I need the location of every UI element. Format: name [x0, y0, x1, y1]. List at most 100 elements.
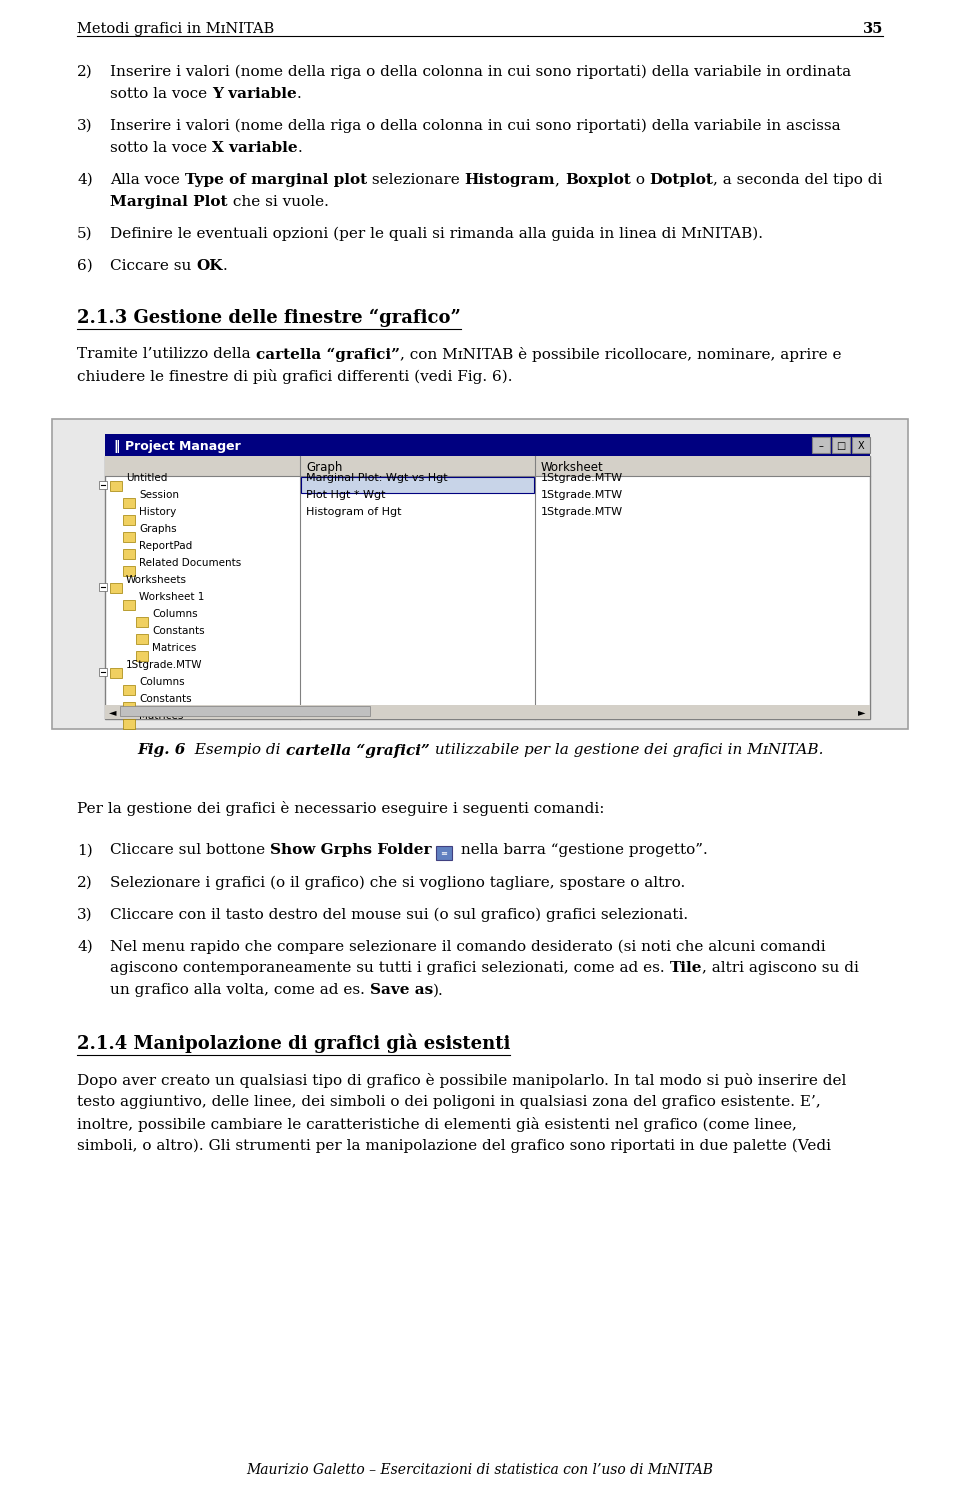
Text: 1Stgrade.MTW: 1Stgrade.MTW — [541, 508, 623, 517]
Text: 2): 2) — [77, 65, 93, 79]
FancyBboxPatch shape — [136, 634, 148, 644]
Text: □: □ — [836, 441, 846, 451]
Text: 35: 35 — [863, 22, 883, 36]
FancyBboxPatch shape — [110, 584, 122, 594]
Text: History: History — [139, 508, 177, 517]
Text: ►: ► — [858, 707, 866, 717]
Text: 6): 6) — [77, 258, 93, 273]
Text: OK: OK — [196, 258, 223, 273]
Text: Selezionare i grafici (o il grafico) che si vogliono tagliare, spostare o altro.: Selezionare i grafici (o il grafico) che… — [110, 875, 685, 890]
FancyBboxPatch shape — [99, 668, 107, 676]
Text: Worksheets: Worksheets — [126, 575, 187, 585]
Text: Maurizio Galetto – Esercitazioni di statistica con l’uso di MɪNITAB: Maurizio Galetto – Esercitazioni di stat… — [247, 1463, 713, 1478]
Text: o: o — [631, 172, 650, 187]
Text: ReportPad: ReportPad — [139, 542, 192, 551]
Text: Tramite l’utilizzo della: Tramite l’utilizzo della — [77, 347, 255, 361]
Text: Tile: Tile — [669, 961, 702, 976]
Text: inoltre, possibile cambiare le caratteristiche di elementi già esistenti nel gra: inoltre, possibile cambiare le caratteri… — [77, 1117, 797, 1132]
FancyBboxPatch shape — [105, 705, 870, 719]
Text: Inserire i valori (nome della riga o della colonna in cui sono riportati) della : Inserire i valori (nome della riga o del… — [110, 65, 852, 79]
Text: Worksheet 1: Worksheet 1 — [139, 593, 204, 603]
FancyBboxPatch shape — [52, 419, 908, 729]
FancyBboxPatch shape — [120, 707, 370, 716]
Text: un grafico alla volta, come ad es.: un grafico alla volta, come ad es. — [110, 983, 370, 998]
FancyBboxPatch shape — [136, 652, 148, 661]
FancyBboxPatch shape — [99, 584, 107, 591]
FancyBboxPatch shape — [123, 686, 135, 695]
FancyBboxPatch shape — [832, 438, 850, 453]
FancyBboxPatch shape — [105, 456, 870, 719]
Text: 2.1.3 Gestione delle finestre “grafico”: 2.1.3 Gestione delle finestre “grafico” — [77, 309, 461, 327]
Text: .: . — [223, 258, 228, 273]
Text: Definire le eventuali opzioni (per le quali si rimanda alla guida in linea di Mɪ: Definire le eventuali opzioni (per le qu… — [110, 227, 763, 242]
Text: Untitled: Untitled — [126, 474, 167, 483]
Text: Session: Session — [139, 490, 179, 500]
Text: Cliccare sul bottone: Cliccare sul bottone — [110, 843, 270, 857]
Text: Matrices: Matrices — [139, 711, 183, 722]
Text: Histogram: Histogram — [465, 172, 555, 187]
Text: 2.1.4 Manipolazione di grafici già esistenti: 2.1.4 Manipolazione di grafici già esist… — [77, 1034, 511, 1053]
FancyBboxPatch shape — [136, 618, 148, 627]
Text: Constants: Constants — [152, 627, 204, 637]
Text: ◄: ◄ — [109, 707, 117, 717]
FancyBboxPatch shape — [812, 438, 830, 453]
Text: Dotplot: Dotplot — [650, 172, 713, 187]
Text: Marginal Plot: Marginal Plot — [110, 195, 228, 209]
FancyBboxPatch shape — [123, 549, 135, 560]
Text: 3): 3) — [77, 119, 92, 134]
Text: Boxplot: Boxplot — [564, 172, 631, 187]
Text: Project Manager: Project Manager — [125, 440, 241, 453]
Text: Type of marginal plot: Type of marginal plot — [184, 172, 367, 187]
Text: che si vuole.: che si vuole. — [228, 195, 328, 209]
Text: , con MɪNITAB è possibile ricollocare, nominare, aprire e: , con MɪNITAB è possibile ricollocare, n… — [399, 347, 841, 362]
FancyBboxPatch shape — [123, 702, 135, 713]
Text: 1Stgrade.MTW: 1Stgrade.MTW — [541, 474, 623, 483]
Text: , a seconda del tipo di: , a seconda del tipo di — [713, 172, 883, 187]
Text: X: X — [857, 441, 864, 451]
Text: Columns: Columns — [139, 677, 184, 688]
Text: chiudere le finestre di più grafici differenti (vedi Fig. 6).: chiudere le finestre di più grafici diff… — [77, 370, 513, 385]
Text: 1Stgrade.MTW: 1Stgrade.MTW — [541, 490, 623, 500]
FancyBboxPatch shape — [123, 566, 135, 576]
Text: sotto la voce: sotto la voce — [110, 141, 212, 154]
Text: .: . — [297, 88, 301, 101]
FancyBboxPatch shape — [123, 600, 135, 610]
Text: Y variable: Y variable — [212, 88, 297, 101]
Text: Matrices: Matrices — [152, 643, 197, 653]
Text: Columns: Columns — [152, 609, 198, 619]
Text: Save as: Save as — [370, 983, 433, 998]
Text: nella barra “gestione progetto”.: nella barra “gestione progetto”. — [455, 843, 708, 857]
Text: Per la gestione dei grafici è necessario eseguire i seguenti comandi:: Per la gestione dei grafici è necessario… — [77, 802, 605, 817]
Text: 4): 4) — [77, 940, 93, 953]
Text: ,: , — [555, 172, 564, 187]
Text: ).: ). — [433, 983, 444, 998]
Text: Cliccare con il tasto destro del mouse sui (o sul grafico) grafici selezionati.: Cliccare con il tasto destro del mouse s… — [110, 907, 688, 922]
Text: Fig. 6: Fig. 6 — [137, 744, 185, 757]
Text: agiscono contemporaneamente su tutti i grafici selezionati, come ad es.: agiscono contemporaneamente su tutti i g… — [110, 961, 669, 976]
Text: Ciccare su: Ciccare su — [110, 258, 196, 273]
FancyBboxPatch shape — [110, 481, 122, 492]
Text: utilizzabile per la gestione dei grafici in MɪNITAB.: utilizzabile per la gestione dei grafici… — [429, 744, 823, 757]
FancyBboxPatch shape — [123, 515, 135, 526]
FancyBboxPatch shape — [436, 846, 451, 860]
Text: 2): 2) — [77, 875, 93, 890]
Text: Metodi grafici in MɪNITAB: Metodi grafici in MɪNITAB — [77, 22, 275, 36]
Text: Graphs: Graphs — [139, 524, 177, 535]
FancyBboxPatch shape — [852, 438, 870, 453]
FancyBboxPatch shape — [105, 434, 870, 456]
Text: Esempio di: Esempio di — [185, 744, 286, 757]
FancyBboxPatch shape — [110, 668, 122, 679]
Text: , altri agiscono su di: , altri agiscono su di — [702, 961, 859, 976]
Text: Nel menu rapido che compare selezionare il comando desiderato (si noti che alcun: Nel menu rapido che compare selezionare … — [110, 940, 826, 953]
Text: X variable: X variable — [212, 141, 298, 154]
Text: cartella “grafici”: cartella “grafici” — [255, 347, 399, 362]
Text: 3): 3) — [77, 907, 92, 921]
Text: 1Stgrade.MTW: 1Stgrade.MTW — [126, 661, 203, 670]
Text: ‖: ‖ — [113, 440, 119, 453]
Text: Graph: Graph — [306, 460, 343, 474]
Text: cartella “grafici”: cartella “grafici” — [286, 744, 429, 757]
Text: Show Grphs Folder: Show Grphs Folder — [270, 843, 431, 857]
Text: Worksheet: Worksheet — [541, 460, 604, 474]
Text: ≡: ≡ — [440, 849, 447, 858]
Text: 4): 4) — [77, 172, 93, 187]
